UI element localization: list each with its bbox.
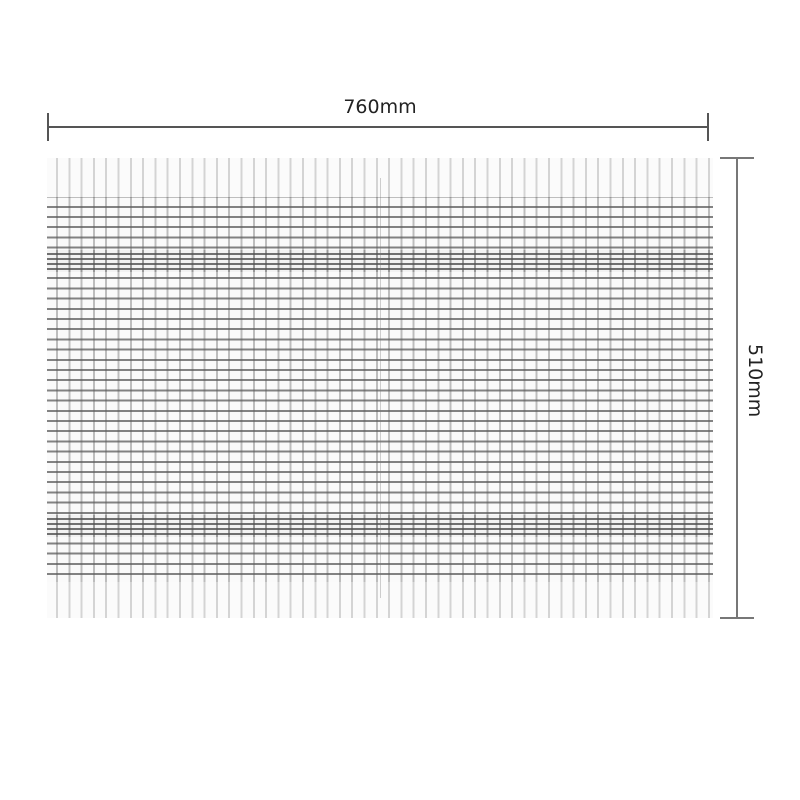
height-label: 510mm [744,344,766,418]
towel-bottom-border [47,582,713,618]
towel-stripe-bottom [47,515,713,537]
width-dimension-line [47,126,709,128]
towel-top-border [47,158,713,197]
height-dimension-line [736,158,738,619]
tea-towel-image [47,158,713,618]
towel-fold-crease [380,178,381,598]
width-label: 760mm [343,96,417,118]
height-tick-bottom [720,617,754,619]
towel-stripe-top [47,250,713,272]
width-tick-right [707,113,709,141]
